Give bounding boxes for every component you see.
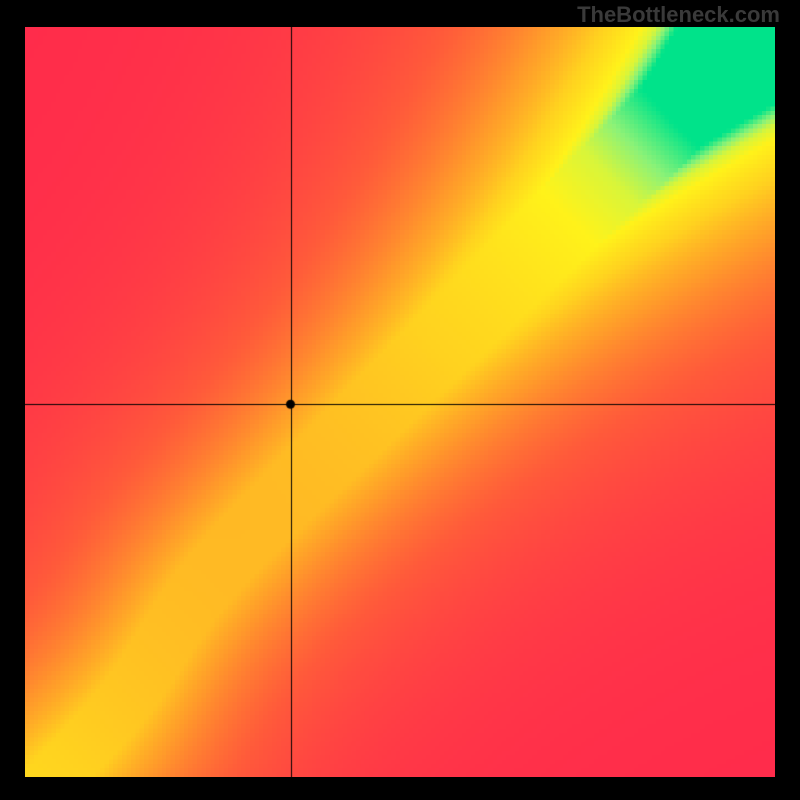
crosshair-overlay — [25, 27, 775, 777]
attribution-text: TheBottleneck.com — [577, 2, 780, 28]
